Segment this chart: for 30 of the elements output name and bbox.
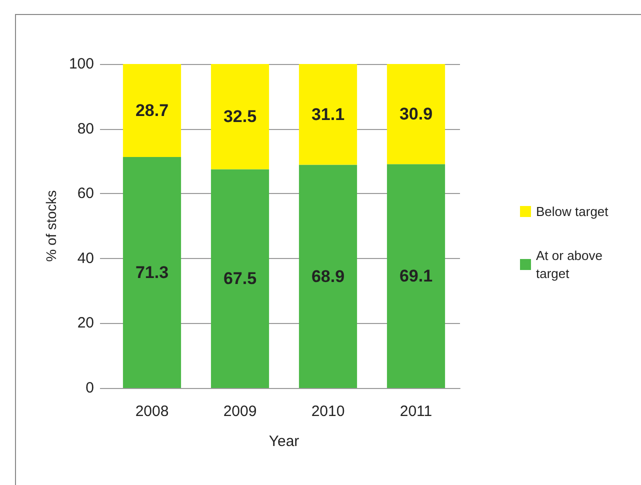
- data-label: 28.7: [135, 100, 169, 120]
- bar: [298, 164, 358, 388]
- data-label: 67.5: [223, 269, 257, 288]
- bar: [122, 156, 182, 388]
- data-label: 68.9: [311, 266, 345, 286]
- bar: [386, 64, 446, 164]
- x-tick-label: 2009: [223, 403, 257, 420]
- y-tick-label: 60: [77, 185, 94, 202]
- y-tick-label: 0: [86, 380, 94, 396]
- x-tick-label: 2008: [135, 403, 169, 420]
- legend-label: Below target: [536, 204, 609, 219]
- x-axis-title: Year: [268, 433, 300, 450]
- legend-label: At or above target: [536, 248, 606, 281]
- y-tick-label: 20: [77, 314, 94, 332]
- y-axis-title: % of stocks: [43, 190, 59, 262]
- bar: [386, 164, 446, 388]
- bar: [210, 169, 270, 388]
- data-label: 31.1: [311, 104, 345, 124]
- data-label: 69.1: [399, 266, 433, 286]
- y-tick-label: 80: [77, 120, 94, 138]
- bar: [298, 64, 358, 165]
- bar: [210, 64, 270, 170]
- data-label: 71.3: [135, 262, 169, 282]
- y-tick-label: 100: [68, 56, 94, 72]
- y-tick-label: 40: [77, 250, 94, 267]
- data-label: 32.5: [223, 107, 257, 126]
- x-tick-label: 2010: [311, 403, 345, 420]
- bar: [122, 64, 182, 157]
- data-label: 30.9: [399, 104, 433, 124]
- x-tick-label: 2011: [400, 403, 432, 420]
